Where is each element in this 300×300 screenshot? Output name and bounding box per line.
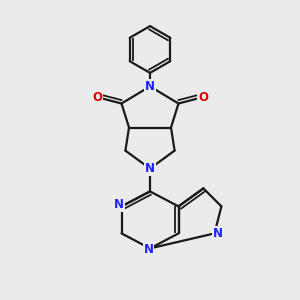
- Text: O: O: [92, 91, 102, 104]
- Text: N: N: [143, 243, 154, 256]
- Text: N: N: [114, 198, 124, 212]
- Text: O: O: [198, 91, 208, 104]
- Text: N: N: [145, 80, 155, 93]
- Text: N: N: [145, 162, 155, 175]
- Text: N: N: [212, 227, 223, 240]
